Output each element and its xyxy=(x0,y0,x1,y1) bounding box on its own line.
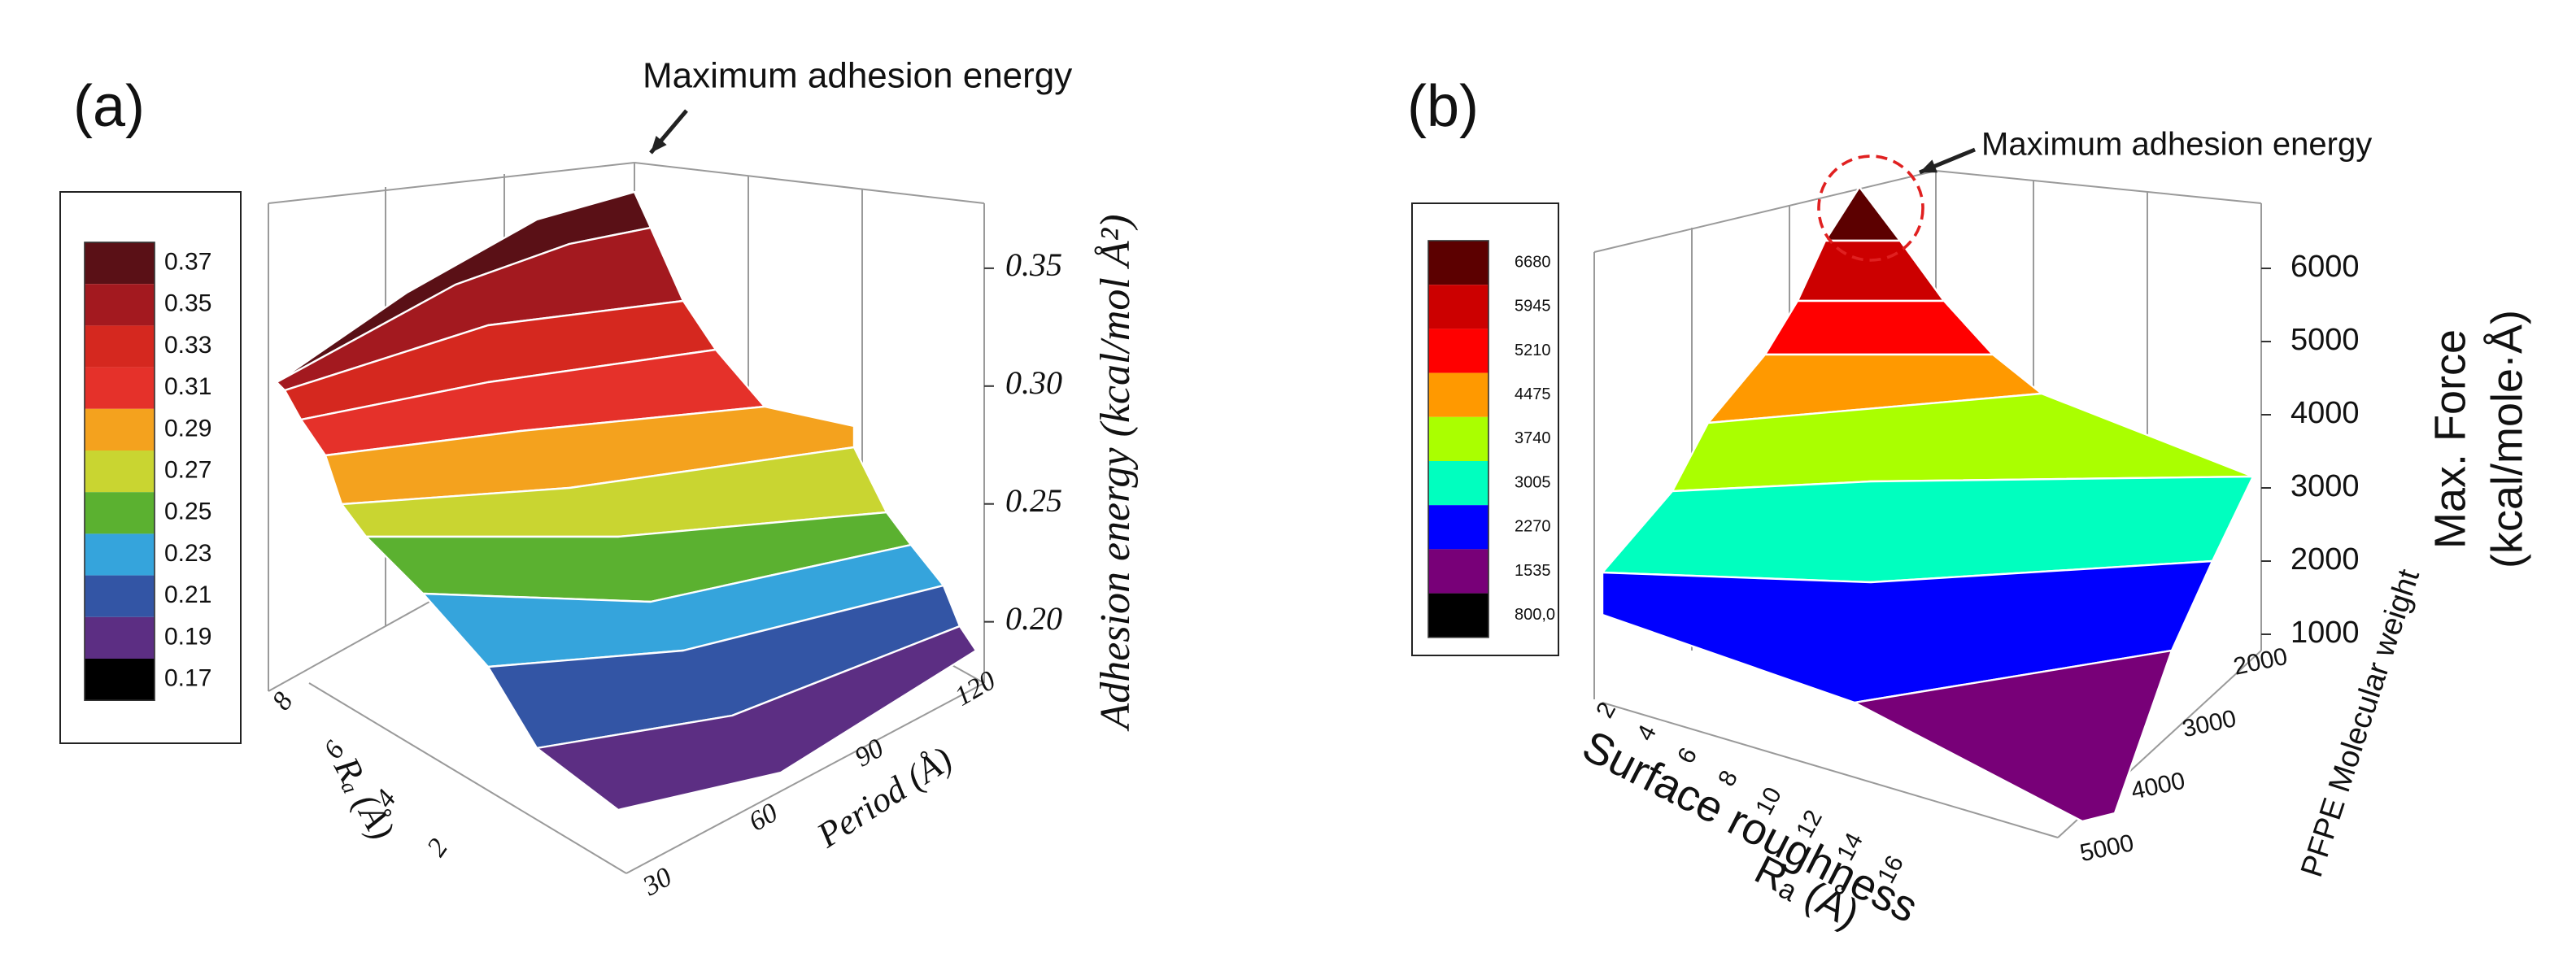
surface-band xyxy=(1796,239,1946,303)
x-tick-label: 2 xyxy=(421,834,454,862)
z-tick-label: 2000 xyxy=(2291,542,2360,577)
colorbar-label: 4475 xyxy=(1515,385,1551,403)
z-tick-label: 4000 xyxy=(2291,396,2360,430)
y-tick-label: 3000 xyxy=(2180,705,2238,742)
colorbar-label: 0.25 xyxy=(164,498,211,525)
y-tick-label: 120 xyxy=(950,665,1001,712)
colorbar-label: 3005 xyxy=(1515,473,1551,491)
z-axis-label: Max. Force xyxy=(2426,329,2474,549)
colorbar-swatch xyxy=(85,575,155,617)
z-tick-label: 0.30 xyxy=(1005,364,1062,401)
colorbar-swatch xyxy=(85,325,155,368)
colorbar-swatch xyxy=(1428,329,1489,373)
panel-label: (b) xyxy=(1407,74,1479,139)
colorbar-swatch xyxy=(85,367,155,409)
y-tick-label: 2000 xyxy=(2231,643,2290,681)
panel: (a) Maximum adhesion energy 0.37 0.35 0.33 0.… xyxy=(59,56,1139,903)
panel-label: (a) xyxy=(73,74,145,139)
colorbar-swatch xyxy=(1428,416,1489,461)
z-tick-label: 6000 xyxy=(2291,250,2360,284)
axis-frame xyxy=(308,682,627,874)
y-axis-label: PFPE Molecular weight xyxy=(2295,565,2426,881)
colorbar-swatch xyxy=(1428,241,1489,285)
colorbar-swatch xyxy=(1428,505,1489,550)
colorbar-label: 0.19 xyxy=(164,623,211,650)
colorbar-label: 1535 xyxy=(1515,562,1551,580)
z-tick-label: 0.20 xyxy=(1005,600,1062,637)
y-tick-label: 4000 xyxy=(2129,768,2187,805)
y-tick-label: 90 xyxy=(850,733,889,773)
arrow-head xyxy=(1920,159,1937,173)
z-tick-label: 0.25 xyxy=(1005,482,1062,519)
axis-frame xyxy=(1602,702,2059,838)
panel: (b) Maximum adhesion energy 6680 5945 5210 44… xyxy=(1407,74,2531,937)
colorbar-swatch xyxy=(85,659,155,701)
surface-band xyxy=(1853,649,2173,823)
z-axis-label: (kcal/mole·Å) xyxy=(2482,310,2531,568)
colorbar-label: 0.37 xyxy=(164,249,211,276)
colorbar-swatch xyxy=(1428,372,1489,417)
colorbar-label: 2270 xyxy=(1515,518,1551,536)
axis-frame xyxy=(625,682,985,874)
z-tick-label: 0.35 xyxy=(1005,246,1062,283)
axis-frame xyxy=(268,162,635,204)
colorbar-label: 0.21 xyxy=(164,581,211,608)
axis-frame xyxy=(1935,170,2262,204)
z-tick-label: 5000 xyxy=(2291,323,2360,357)
colorbar-label: 0.29 xyxy=(164,415,211,442)
colorbar-swatch xyxy=(85,533,155,576)
x-tick-label: 8 xyxy=(267,687,299,716)
colorbar-label: 6680 xyxy=(1515,253,1551,271)
colorbar-label: 0.23 xyxy=(164,540,211,567)
highlight-circle xyxy=(1817,155,1924,262)
colorbar-swatch xyxy=(1428,549,1489,594)
y-tick-label: 5000 xyxy=(2077,829,2136,867)
colorbar-swatch xyxy=(85,616,155,659)
z-axis-label: Adhesion energy (kcal/mol Å²) xyxy=(1092,214,1139,731)
axis-frame xyxy=(634,162,985,204)
z-tick-label: 1000 xyxy=(2291,616,2360,650)
z-tick-label: 3000 xyxy=(2291,469,2360,503)
colorbar-swatch xyxy=(85,284,155,326)
colorbar-label: 3740 xyxy=(1515,429,1551,447)
x-axis-label: Surface roughness xyxy=(1575,721,1925,932)
colorbar-label: 0.27 xyxy=(164,457,211,484)
annotation: Maximum adhesion energy xyxy=(1981,127,2372,163)
colorbar-label: 0.35 xyxy=(164,290,211,317)
axis-frame xyxy=(1593,170,1937,253)
y-tick-label: 30 xyxy=(638,862,678,903)
colorbar-label: 5945 xyxy=(1515,298,1551,316)
arrow-head xyxy=(651,135,667,153)
colorbar-swatch xyxy=(1428,461,1489,506)
colorbar-label: 5210 xyxy=(1515,342,1551,359)
colorbar-label: 0.33 xyxy=(164,332,211,359)
colorbar-swatch xyxy=(85,451,155,493)
colorbar-label: 800,0 xyxy=(1515,606,1555,624)
surface-band xyxy=(535,625,978,812)
colorbar-label: 0.17 xyxy=(164,665,211,692)
colorbar-swatch xyxy=(85,408,155,451)
annotation: Maximum adhesion energy xyxy=(643,56,1072,96)
colorbar-outline xyxy=(84,242,155,702)
colorbar-outline xyxy=(1427,240,1489,638)
colorbar-swatch xyxy=(85,242,155,285)
colorbar-swatch xyxy=(1428,285,1489,329)
colorbar-swatch xyxy=(85,492,155,534)
surface-band xyxy=(1763,299,1994,356)
y-tick-label: 60 xyxy=(744,798,783,838)
colorbar-label: 0.31 xyxy=(164,373,211,400)
x-tick-label: 2 xyxy=(1591,698,1621,722)
colorbar-swatch xyxy=(1428,593,1489,638)
